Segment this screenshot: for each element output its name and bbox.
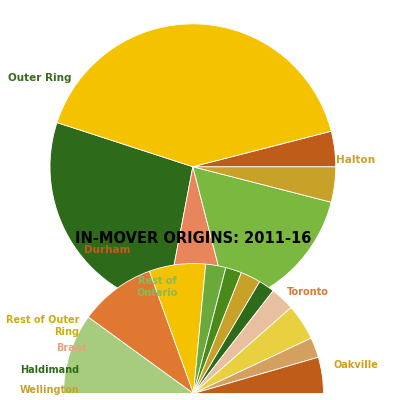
Wedge shape: [194, 264, 226, 394]
Text: Rest of Outer
Ring: Rest of Outer Ring: [6, 315, 79, 337]
Text: Outer Ring: Outer Ring: [8, 73, 72, 83]
Text: Peel: Peel: [187, 264, 213, 274]
Wedge shape: [194, 291, 291, 394]
Text: Halton: Halton: [336, 154, 375, 164]
Wedge shape: [193, 131, 336, 167]
Wedge shape: [194, 273, 260, 394]
Text: Brant: Brant: [56, 343, 87, 353]
Wedge shape: [194, 357, 324, 394]
Wedge shape: [193, 167, 331, 305]
Text: York: York: [134, 279, 160, 289]
Wedge shape: [166, 167, 228, 310]
Text: Oakville: Oakville: [334, 360, 379, 370]
Wedge shape: [194, 282, 273, 394]
Wedge shape: [194, 338, 318, 394]
Text: IN-MOVER ORIGINS: 2011-16: IN-MOVER ORIGINS: 2011-16: [75, 231, 312, 246]
Text: Toronto: Toronto: [287, 287, 329, 297]
Text: Haldimand: Haldimand: [20, 365, 79, 375]
Text: Wellington: Wellington: [19, 385, 79, 394]
Wedge shape: [57, 24, 331, 167]
Wedge shape: [194, 308, 311, 394]
Wedge shape: [150, 264, 206, 394]
Wedge shape: [88, 271, 194, 394]
Wedge shape: [50, 122, 193, 307]
Text: Durham: Durham: [84, 244, 130, 254]
Wedge shape: [64, 317, 194, 394]
Text: Rest of
Ontario: Rest of Ontario: [136, 276, 178, 298]
Wedge shape: [64, 394, 324, 400]
Wedge shape: [193, 167, 336, 202]
Wedge shape: [194, 268, 241, 394]
